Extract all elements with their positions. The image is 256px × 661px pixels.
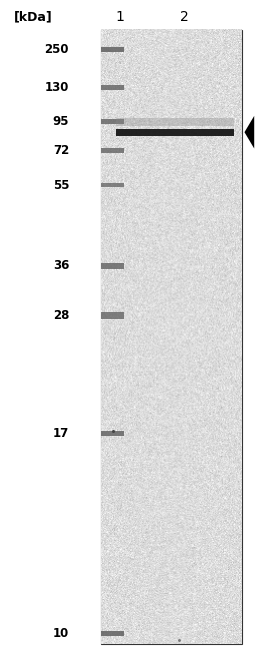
Bar <box>101 47 124 52</box>
Bar <box>101 312 124 319</box>
Text: 95: 95 <box>53 115 69 128</box>
Bar <box>101 182 124 188</box>
Bar <box>101 148 124 153</box>
Text: 130: 130 <box>45 81 69 94</box>
Polygon shape <box>244 116 254 149</box>
Bar <box>101 30 242 644</box>
Text: 28: 28 <box>53 309 69 322</box>
Text: 2: 2 <box>180 9 189 24</box>
Text: [kDa]: [kDa] <box>14 10 53 23</box>
Text: 72: 72 <box>53 144 69 157</box>
Bar <box>101 431 124 436</box>
Text: 1: 1 <box>116 9 125 24</box>
Bar <box>101 120 124 124</box>
Bar <box>101 262 124 268</box>
Text: 250: 250 <box>45 43 69 56</box>
Bar <box>116 118 234 126</box>
Bar <box>101 631 124 636</box>
Bar <box>101 85 124 89</box>
Text: 36: 36 <box>53 259 69 272</box>
Text: 17: 17 <box>53 427 69 440</box>
Bar <box>116 129 234 136</box>
Text: 55: 55 <box>53 178 69 192</box>
Text: 10: 10 <box>53 627 69 640</box>
